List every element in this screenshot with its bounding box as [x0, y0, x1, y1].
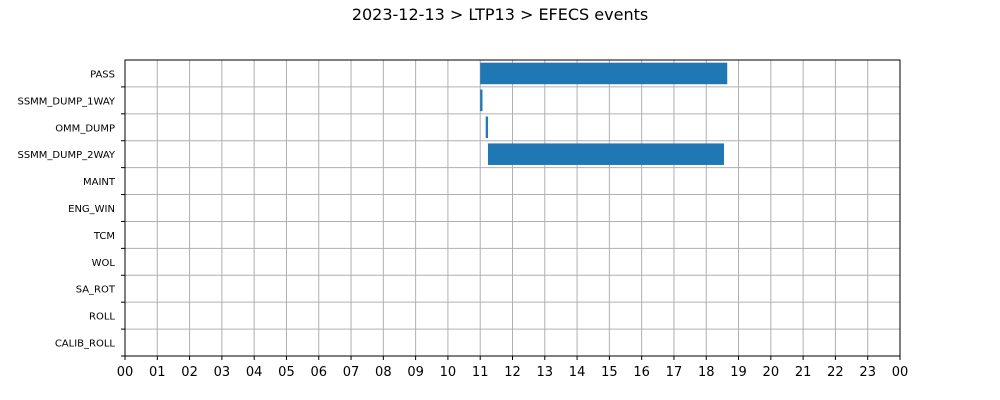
- x-tick-label: 06: [310, 365, 327, 380]
- y-tick-label: SSMM_DUMP_2WAY: [17, 150, 115, 161]
- y-tick-label: SSMM_DUMP_1WAY: [17, 96, 115, 107]
- chart-title: 2023-12-13 > LTP13 > EFECS events: [351, 5, 649, 24]
- y-tick-label: OMM_DUMP: [55, 123, 115, 134]
- x-tick-label: 20: [763, 365, 780, 380]
- y-tick-label: WOL: [92, 258, 116, 269]
- x-tick-label: 00: [117, 365, 134, 380]
- x-axis: 00 01 02 03 04 05 06 07 08 09 10 11 12 13 14 15 16 17 18 19…: [117, 356, 909, 380]
- y-tick-label: CALIB_ROLL: [55, 339, 116, 350]
- event-bar: [485, 116, 488, 139]
- x-tick-label: 13: [537, 365, 554, 380]
- x-tick-label: 11: [472, 365, 489, 380]
- x-tick-label: 23: [859, 365, 876, 380]
- grid: [124, 60, 901, 357]
- y-tick-label: ROLL: [89, 312, 115, 323]
- x-tick-label: 02: [181, 365, 198, 380]
- x-tick-label: 19: [730, 365, 747, 380]
- y-tick-label: ENG_WIN: [68, 204, 115, 215]
- y-axis: PASS SSMM_DUMP_1WAY OMM_DUMP SSMM_DUMP_2WAY…: [17, 69, 125, 357]
- event-bar: [480, 89, 483, 112]
- event-bar: [487, 143, 725, 165]
- x-tick-label: 08: [375, 365, 392, 380]
- x-tick-label: 04: [246, 365, 263, 380]
- x-tick-label: 01: [149, 365, 166, 380]
- x-tick-label: 10: [440, 365, 457, 380]
- x-tick-label: 12: [504, 365, 521, 380]
- x-tick-label: 22: [827, 365, 844, 380]
- y-tick-label: SA_ROT: [76, 285, 116, 296]
- x-tick-label: 14: [569, 365, 586, 380]
- y-tick-label: PASS: [90, 69, 115, 80]
- x-tick-label: 00: [892, 365, 909, 380]
- y-tick-label: TCM: [93, 231, 115, 242]
- x-tick-label: 07: [343, 365, 360, 380]
- x-tick-label: 18: [698, 365, 715, 380]
- x-tick-label: 17: [666, 365, 683, 380]
- event-bars: [480, 62, 728, 165]
- y-tick-label: MAINT: [83, 177, 116, 188]
- x-tick-label: 03: [214, 365, 231, 380]
- x-tick-label: 16: [633, 365, 650, 380]
- x-tick-label: 09: [407, 365, 424, 380]
- x-tick-label: 05: [278, 365, 295, 380]
- x-tick-label: 15: [601, 365, 618, 380]
- x-tick-label: 21: [795, 365, 812, 380]
- event-bar: [480, 62, 728, 85]
